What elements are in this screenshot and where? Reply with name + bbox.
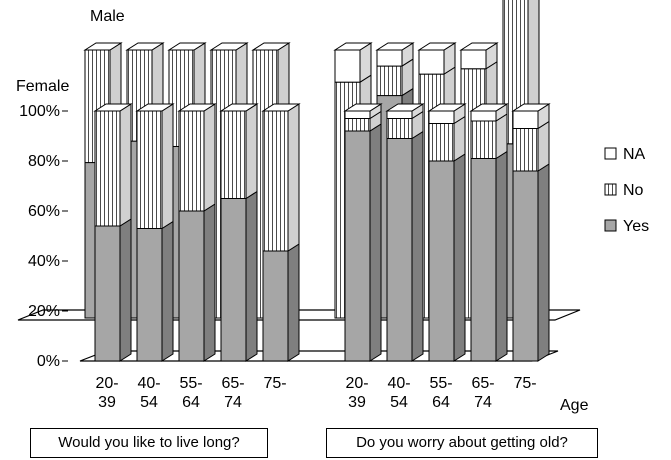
y-tick-label: 80% <box>28 153 60 170</box>
male-bar-g2-c1-na-segment <box>334 42 372 84</box>
x-tick-label: 40-54 <box>137 375 160 411</box>
female-bar-g2-c2-no-segment <box>386 110 424 140</box>
male-bar-g2-c1-top <box>333 42 373 51</box>
female-bar-g2-c4-top <box>469 103 509 112</box>
x-axis-label: Age <box>560 397 589 414</box>
female-bar-g1-c3-no-segment <box>178 103 216 212</box>
female-bar-g2-c3-yes-segment <box>428 153 466 362</box>
female-bar-g1-c5-no-segment <box>262 103 300 252</box>
male-bar-g2-c4-top <box>459 42 499 51</box>
male-bar-g1-c2-top <box>125 42 165 51</box>
x-tick-label: 75- <box>513 375 536 392</box>
female-bar-g2-c5-no-segment <box>512 120 550 172</box>
female-bar-g1-c5-yes-segment <box>262 243 300 362</box>
male-bar-g1-c5-top <box>251 42 291 51</box>
female-layer-label: Female <box>16 78 70 95</box>
x-tick-label: 40-54 <box>387 375 410 411</box>
female-bar-g1-c2-no-segment <box>136 103 174 230</box>
female-bar-g1-c3-yes-segment <box>178 203 216 362</box>
y-tick-label: 20% <box>28 303 60 320</box>
female-bar-g1-c4-top <box>219 103 259 112</box>
female-bar-g1-c2-top <box>135 103 175 112</box>
legend: NA No Yes <box>604 146 649 235</box>
male-layer-label: Male <box>90 8 125 25</box>
female-bar-g1-c2-yes-segment <box>136 220 174 362</box>
y-axis-ticks: 0% 20% 40% 60% 80% 100% <box>19 103 68 370</box>
female-bar-g2-c3-top <box>427 103 467 112</box>
x-tick-label: 65-74 <box>221 375 244 411</box>
female-bar-g2-c5-top <box>511 103 551 112</box>
female-bar-g1-c1-no-segment <box>94 103 132 227</box>
male-bar-g2-c3-top <box>417 42 457 51</box>
female-bar-g1-c4-no-segment <box>220 103 258 200</box>
group-title-worry-old: Do you worry about getting old? <box>326 428 598 458</box>
group-title-live-long: Would you like to live long? <box>30 428 268 458</box>
legend-swatch-no <box>604 183 617 196</box>
y-tick-label: 100% <box>19 103 60 120</box>
female-bar-g2-c5-yes-segment <box>512 163 550 362</box>
legend-swatch-na <box>604 147 617 160</box>
female-bar-g2-c4-no-segment <box>470 113 508 160</box>
x-tick-label: 55-64 <box>179 375 202 411</box>
y-tick-label: 40% <box>28 253 60 270</box>
male-bar-g1-c3-top <box>167 42 207 51</box>
female-bar-layer <box>93 103 551 362</box>
legend-swatch-yes <box>604 219 617 232</box>
male-bar-g1-c4-top <box>209 42 249 51</box>
x-axis-tick-labels: 20-39 40-54 55-64 65-74 75- 20-39 40-54 55-64 65… <box>95 375 536 411</box>
female-bar-g1-c1-top <box>93 103 133 112</box>
female-bar-g1-c4-yes-segment <box>220 190 258 362</box>
legend-label-na: NA <box>623 146 646 163</box>
female-bar-g1-c5-top <box>261 103 301 112</box>
x-tick-label: 65-74 <box>471 375 494 411</box>
female-bar-g2-c5-na-segment <box>512 103 550 130</box>
legend-label-no: No <box>623 182 644 199</box>
y-tick-label: 0% <box>37 353 60 370</box>
female-bar-g2-c2-yes-segment <box>386 130 424 362</box>
y-tick-label: 60% <box>28 203 60 220</box>
male-bar-g2-c2-top <box>375 42 415 51</box>
female-bar-g2-c1-top <box>343 103 383 112</box>
legend-label-yes: Yes <box>623 218 649 235</box>
x-tick-label: 20-39 <box>95 375 118 411</box>
female-bar-g2-c4-yes-segment <box>470 150 508 362</box>
female-bar-g1-c3-top <box>177 103 217 112</box>
x-tick-label: 20-39 <box>345 375 368 411</box>
male-bar-g1-c1-top <box>83 42 123 51</box>
female-bar-g2-c2-top <box>385 103 425 112</box>
female-bar-g1-c1-yes-segment <box>94 218 132 362</box>
x-tick-label: 75- <box>263 375 286 392</box>
female-bar-g2-c1-yes-segment <box>344 123 382 362</box>
x-tick-label: 55-64 <box>429 375 452 411</box>
